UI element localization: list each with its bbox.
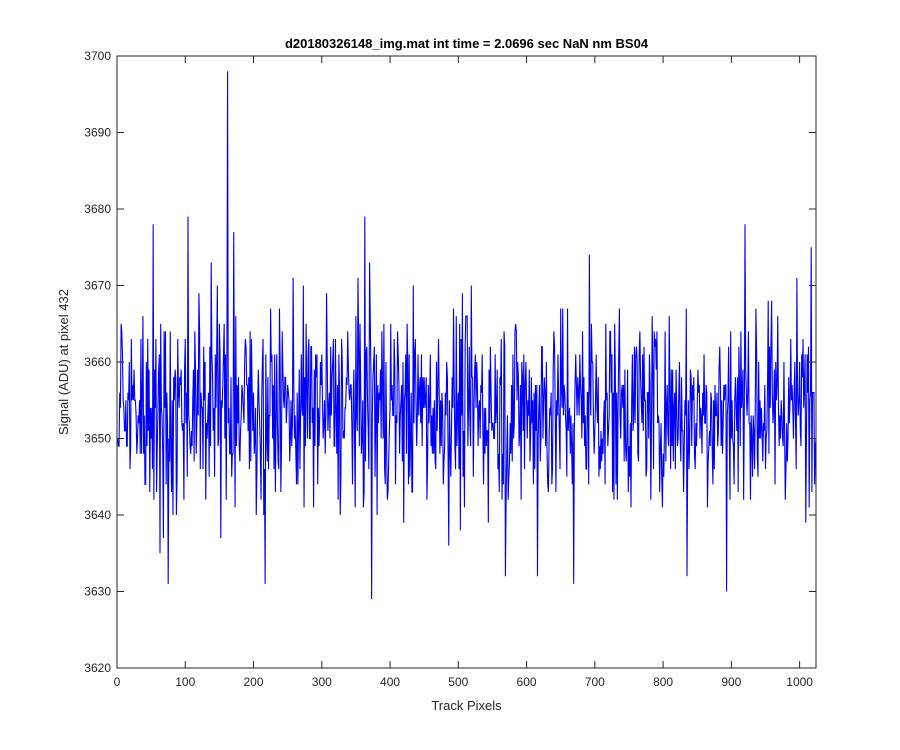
y-tick-label: 3630 bbox=[84, 585, 111, 599]
x-tick-label: 0 bbox=[114, 675, 121, 689]
x-tick-label: 100 bbox=[175, 675, 195, 689]
y-tick-label: 3660 bbox=[84, 355, 111, 369]
x-tick-label: 400 bbox=[380, 675, 400, 689]
series-layer bbox=[117, 71, 817, 600]
chart-title: d20180326148_img.mat int time = 2.0696 s… bbox=[285, 36, 649, 51]
x-tick-label: 800 bbox=[653, 675, 673, 689]
y-tick-label: 3700 bbox=[84, 49, 111, 63]
signal-series-line bbox=[117, 71, 817, 600]
plot-area bbox=[117, 56, 816, 668]
y-tick-label: 3620 bbox=[84, 661, 111, 675]
y-tick-label: 3650 bbox=[84, 432, 111, 446]
y-tick-label: 3690 bbox=[84, 126, 111, 140]
x-tick-label: 500 bbox=[448, 675, 468, 689]
tick-layer: 0 100 200 300 400 500 600 700 800 900 1000 3620 3630… bbox=[84, 49, 816, 689]
y-tick-label: 3680 bbox=[84, 202, 111, 216]
y-tick-label: 3640 bbox=[84, 508, 111, 522]
x-axis-label: Track Pixels bbox=[431, 698, 502, 713]
axes-box bbox=[116, 55, 817, 669]
y-axis-label: Signal (ADU) at pixel 432 bbox=[56, 289, 71, 435]
x-tick-label: 900 bbox=[721, 675, 741, 689]
x-tick-label: 700 bbox=[585, 675, 605, 689]
x-tick-label: 600 bbox=[517, 675, 537, 689]
x-tick-label: 300 bbox=[312, 675, 332, 689]
y-tick-label: 3670 bbox=[84, 279, 111, 293]
x-tick-label: 200 bbox=[244, 675, 264, 689]
x-tick-label: 1000 bbox=[786, 675, 813, 689]
